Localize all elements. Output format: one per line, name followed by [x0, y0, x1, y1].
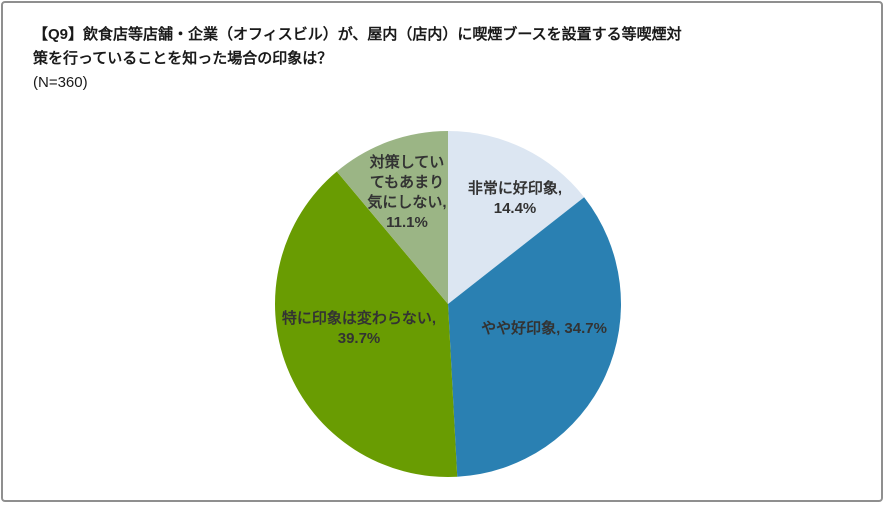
chart-frame: 【Q9】飲食店等店舗・企業（オフィスビル）が、屋内（店内）に喫煙ブースを設置する… [1, 1, 883, 502]
pie-label-very-favorable: 非常に好印象, 14.4% [467, 180, 563, 217]
pie-label-dont-care: 対策してい てもあまり 気にしない, 11.1% [367, 154, 447, 231]
pie-slice-3 [336, 131, 448, 304]
pie-slice-1 [448, 197, 621, 477]
chart-title-line-1: 【Q9】飲食店等店舗・企業（オフィスビル）が、屋内（店内）に喫煙ブースを設置する… [33, 26, 682, 43]
pie-slice-0 [448, 131, 585, 304]
pie-label-no-change: 特に印象は変わらない, 39.7% [281, 310, 437, 347]
pie-label-somewhat-favorable: やや好印象, 34.7% [481, 320, 607, 337]
sample-size-label: (N=360) [33, 74, 88, 91]
pie-chart [275, 131, 621, 477]
chart-title-line-2: 策を行っていることを知った場合の印象は？ [33, 50, 333, 67]
pie-slice-2 [275, 171, 458, 477]
chart-title-block: 【Q9】飲食店等店舗・企業（オフィスビル）が、屋内（店内）に喫煙ブースを設置する… [33, 23, 853, 95]
